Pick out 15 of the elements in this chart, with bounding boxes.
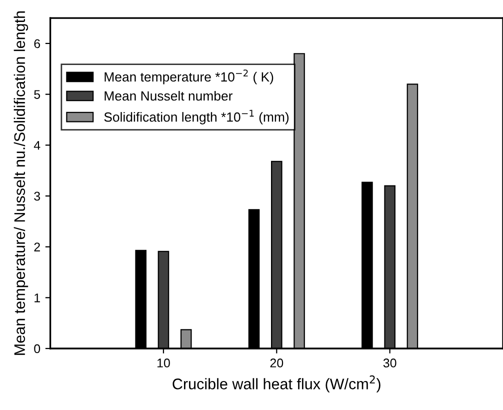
y-tick-label: 1 (34, 294, 40, 302)
y-tick-label: 3 (34, 192, 40, 201)
x-tick-label: 30 (383, 358, 396, 368)
y-tick-label: 0 (34, 344, 40, 354)
x-tick-label: 10 (157, 358, 170, 368)
legend-label: Mean temperature *10$^{−2}$ ( K) (104, 70, 274, 84)
y-tick-label: 2 (34, 242, 40, 252)
legend-label: Solidification length *10$^{−1}$ (mm) (104, 110, 289, 124)
y-tick-label: 4 (34, 141, 40, 150)
legend-label: Mean Nusselt number (104, 90, 232, 101)
x-axis-title: Crucible wall heat flux (W/cm$^{2}$) (172, 375, 380, 392)
y-tick-label: 5 (34, 90, 40, 99)
x-tick-label: 20 (270, 358, 284, 368)
y-tick-label: 6 (34, 39, 40, 48)
y-axis-title: Mean temperature/ Nusselt nu./Solidification length (14, 11, 28, 355)
